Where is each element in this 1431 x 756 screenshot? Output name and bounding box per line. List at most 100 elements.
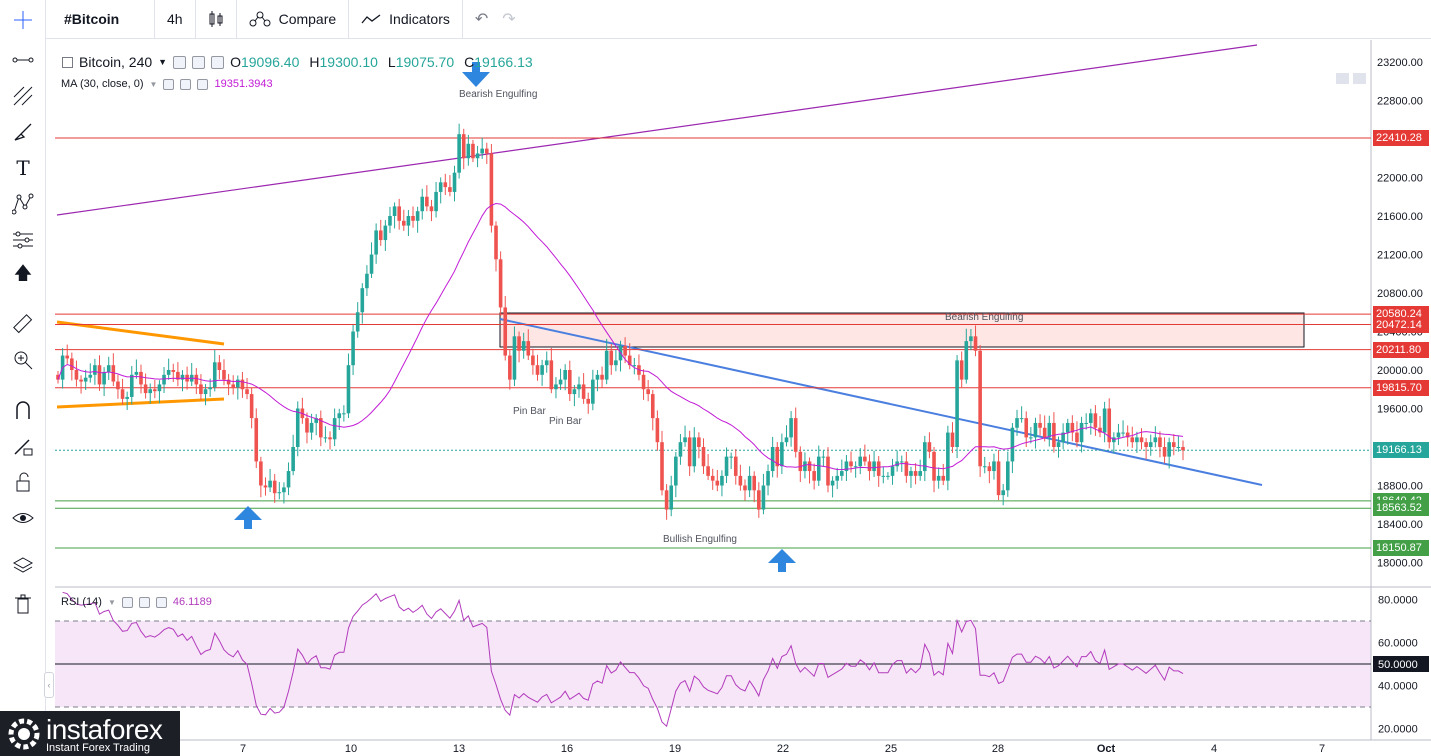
gear-icon[interactable]	[180, 78, 192, 90]
candle-body	[342, 413, 346, 415]
candle-body	[65, 355, 70, 359]
gear-icon[interactable]	[138, 596, 150, 608]
measure-tool[interactable]	[8, 310, 38, 338]
magnet-tool[interactable]	[8, 396, 38, 424]
close-icon[interactable]	[155, 596, 167, 608]
triangle-lower-line[interactable]	[56, 397, 225, 409]
undo-icon[interactable]: ↶	[474, 11, 489, 28]
candle-body	[701, 447, 706, 467]
price-tick-label: 18400.00	[1377, 519, 1423, 531]
candle-body	[268, 480, 272, 488]
candle-body	[535, 365, 540, 375]
main-legend: Bitcoin, 240 ▼ O19096.40 H19300.10 L1907…	[62, 54, 533, 70]
candle-body	[936, 475, 941, 481]
zoom-tool[interactable]	[8, 346, 38, 374]
arrow-tool[interactable]: 🡅	[8, 262, 38, 290]
interval-label: 4h	[167, 11, 183, 27]
collapse-icon[interactable]	[62, 56, 73, 68]
channel-line[interactable]	[56, 44, 1258, 216]
eye-icon[interactable]	[121, 596, 133, 608]
candle-body	[775, 447, 780, 467]
candle-body	[669, 485, 674, 510]
candle-body	[97, 365, 102, 385]
candle-body	[494, 225, 498, 260]
visibility-tool[interactable]	[8, 504, 38, 532]
gear-icon[interactable]	[192, 55, 206, 69]
candle-body	[171, 370, 176, 372]
price-tick-label: 20800.00	[1377, 288, 1423, 300]
candle-body	[392, 206, 397, 216]
candle-body	[134, 371, 139, 375]
candle-body	[425, 196, 429, 207]
logo-tagline: Instant Forex Trading	[46, 742, 150, 754]
candle-body	[222, 370, 226, 380]
bearish-zone-box[interactable]	[499, 312, 1305, 348]
candle-body	[74, 370, 79, 380]
ma-label: MA (30, close, 0)	[61, 78, 144, 90]
brush-tool[interactable]	[8, 118, 38, 146]
chevron-down-icon[interactable]: ▼	[158, 57, 168, 67]
candle-body	[106, 365, 111, 372]
collapse-toolbar-button[interactable]: ‹	[44, 672, 54, 698]
candle-body	[1010, 427, 1015, 462]
indicators-icon	[361, 14, 381, 24]
candle-body	[604, 350, 609, 380]
trend-line-tool[interactable]	[8, 46, 38, 74]
candle-body	[212, 362, 217, 388]
descending-trend-line[interactable]	[499, 318, 1263, 486]
lock-draw-tool[interactable]	[8, 432, 38, 460]
time-tick-label: 7	[240, 743, 246, 755]
rsi-tick-label: 20.0000	[1378, 724, 1418, 736]
candle-body	[946, 432, 950, 481]
interval-button[interactable]: 4h	[155, 0, 196, 39]
candle-body	[1167, 442, 1171, 457]
crosshair-tool[interactable]	[8, 6, 38, 34]
price-tick-label: 21600.00	[1377, 211, 1423, 223]
candle-body	[909, 471, 913, 476]
close-icon[interactable]	[211, 55, 225, 69]
settings-button[interactable]	[1353, 73, 1366, 84]
candle-body	[1079, 422, 1084, 443]
redo-icon[interactable]: ↷	[502, 11, 516, 28]
candle-body	[1029, 437, 1033, 439]
triangle-upper-line[interactable]	[56, 320, 225, 346]
compare-button[interactable]: Compare	[237, 0, 350, 39]
close-icon[interactable]	[197, 78, 209, 90]
candle-body	[217, 362, 222, 370]
price-tag: 20211.80	[1373, 341, 1429, 358]
chart-type-button[interactable]	[196, 0, 237, 39]
eye-icon[interactable]	[173, 55, 187, 69]
lock-tool[interactable]	[8, 468, 38, 496]
candle-body	[558, 379, 563, 385]
candle-body	[180, 374, 185, 380]
text-tool[interactable]: T	[8, 154, 38, 182]
chevron-down-icon[interactable]: ▼	[107, 597, 116, 607]
candle-body	[208, 387, 212, 390]
pitchfork-tool[interactable]	[8, 82, 38, 110]
symbol-label: #Bitcoin	[64, 11, 120, 27]
candle-body	[614, 360, 618, 366]
candle-body	[987, 466, 992, 472]
ruler-lines-icon	[13, 231, 33, 249]
pattern-tool[interactable]	[8, 190, 38, 218]
chevron-down-icon[interactable]: ▼	[149, 79, 158, 89]
object-tree-tool[interactable]	[8, 552, 38, 580]
candle-body	[904, 461, 909, 476]
candle-body	[125, 396, 129, 399]
symbol-search-button[interactable]: #Bitcoin	[0, 0, 155, 39]
remove-tool[interactable]	[8, 590, 38, 618]
eye-icon[interactable]	[163, 78, 175, 90]
candle-body	[1171, 442, 1176, 447]
prediction-tool[interactable]	[8, 226, 38, 254]
indicators-button[interactable]: Indicators	[349, 0, 463, 39]
instaforex-logo: instaforex Instant Forex Trading	[0, 711, 180, 756]
price-tick-label: 23200.00	[1377, 57, 1423, 69]
up-arrow-icon	[768, 549, 796, 572]
scale-button[interactable]	[1336, 73, 1349, 84]
candle-body	[733, 456, 738, 476]
close-value: 19166.13	[474, 54, 533, 70]
candle-body	[1130, 437, 1135, 443]
candle-body	[70, 358, 74, 370]
